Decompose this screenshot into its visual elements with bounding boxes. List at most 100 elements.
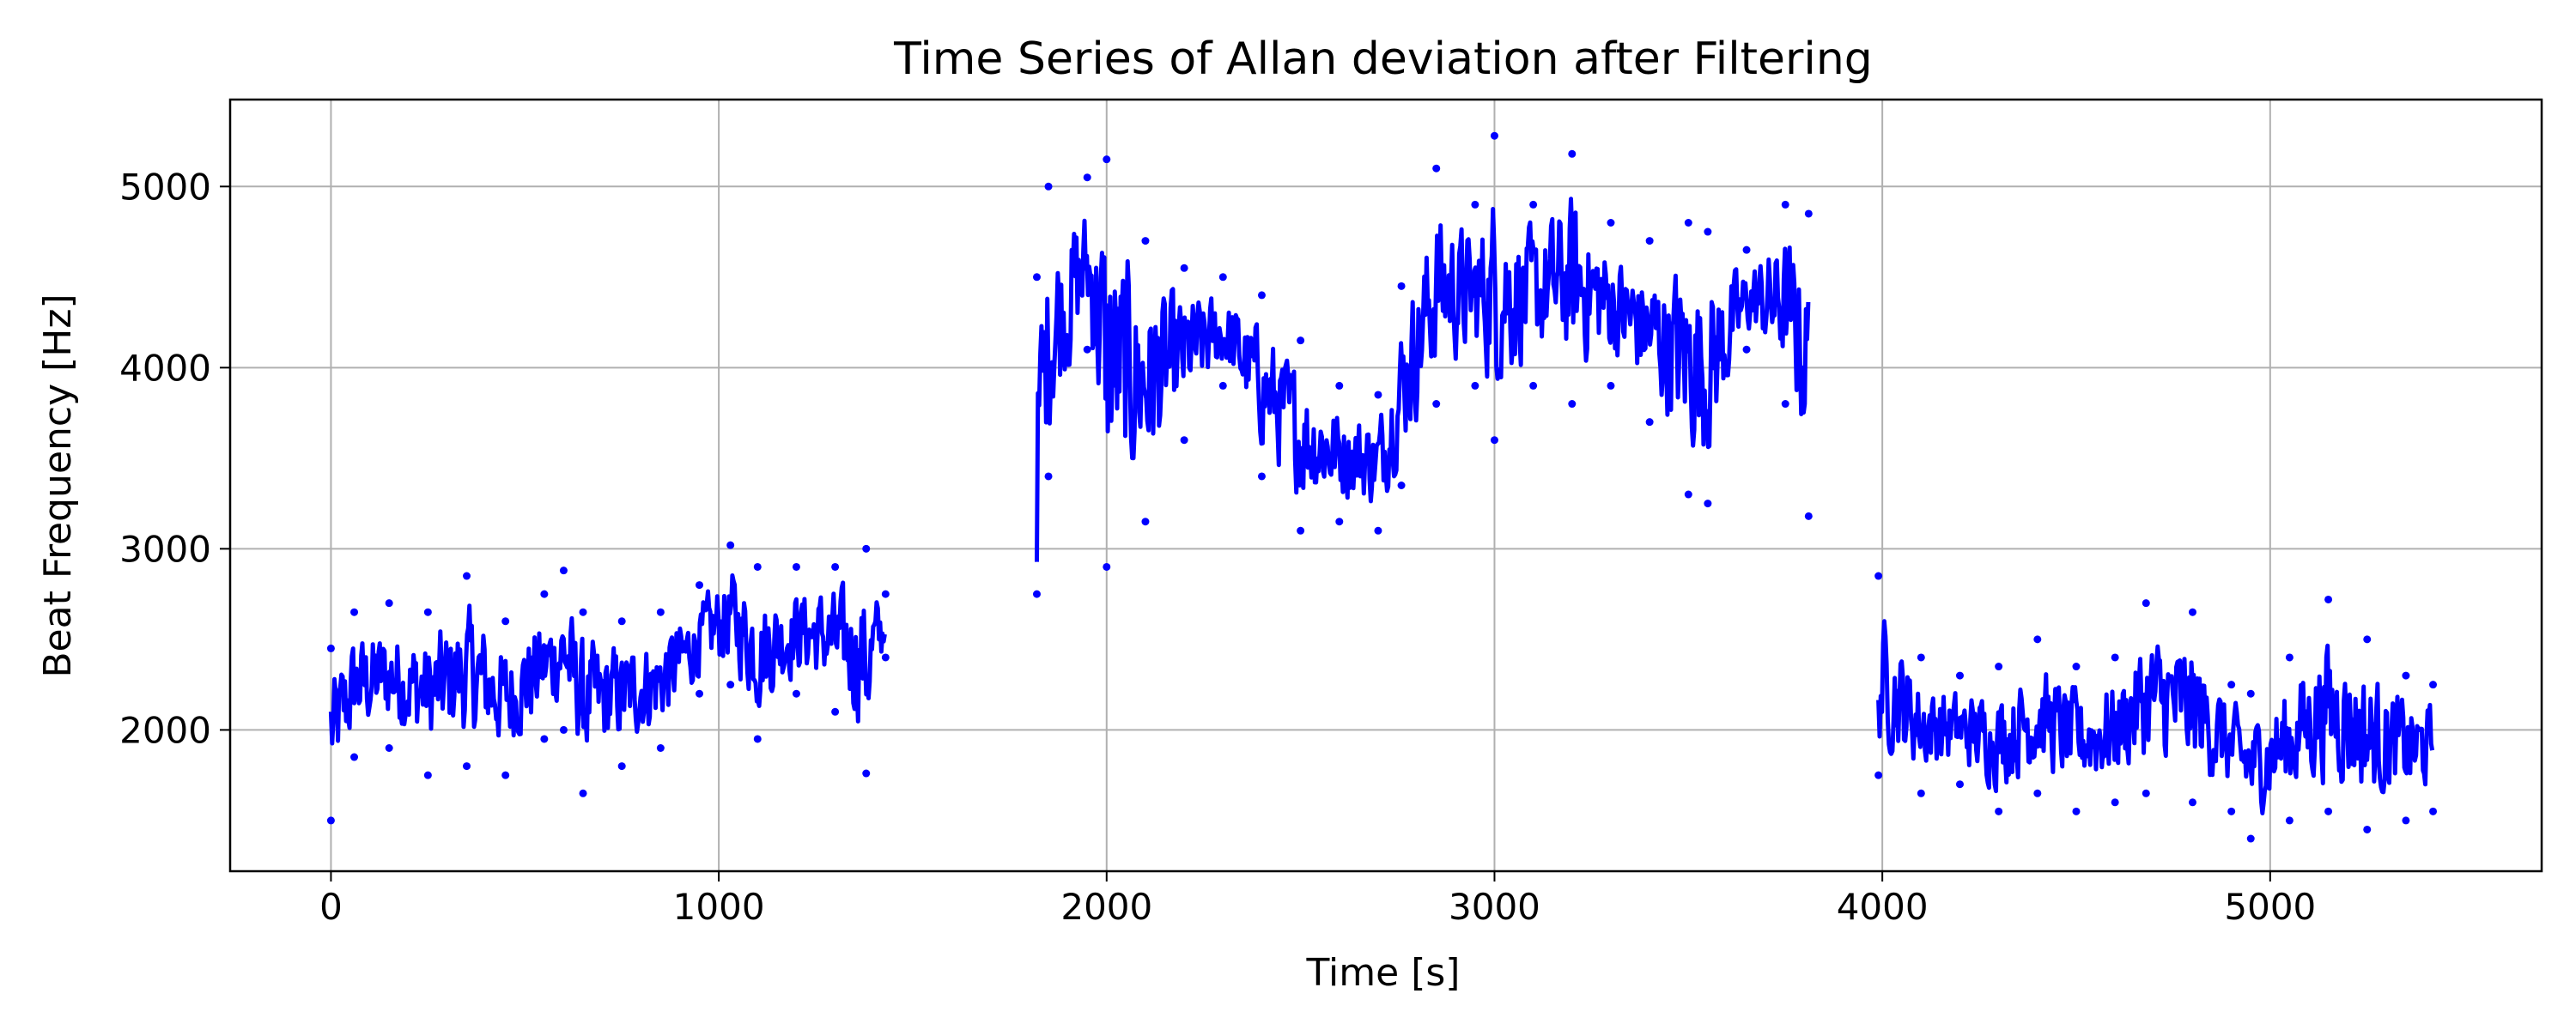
data-point	[463, 572, 471, 580]
data-point	[1804, 512, 1813, 520]
data-point	[385, 743, 393, 752]
data-point	[1568, 400, 1577, 409]
data-point	[1180, 264, 1188, 272]
y-axis-label: Beat Frequency [Hz]	[36, 294, 80, 677]
data-point	[559, 725, 568, 734]
data-point	[1032, 590, 1041, 598]
x-tick-label: 2000	[1060, 886, 1152, 928]
data-point	[1397, 282, 1406, 290]
data-point	[1103, 155, 1111, 164]
data-point	[1874, 771, 1883, 779]
y-tick-label: 4000	[119, 347, 211, 389]
y-tick-label: 5000	[119, 166, 211, 208]
data-point	[656, 743, 665, 752]
data-point	[831, 562, 840, 571]
data-point	[1742, 345, 1751, 354]
data-point	[1471, 200, 1479, 209]
data-point	[1607, 381, 1615, 390]
data-point	[1180, 436, 1188, 445]
tick-layer: 0 1000 2000 3000 4000 5000 2000 3000 4000 5000	[119, 166, 2316, 928]
data-point	[831, 707, 840, 716]
data-point	[1645, 418, 1654, 427]
data-point	[1645, 237, 1654, 245]
data-point	[696, 689, 704, 698]
data-point	[1684, 219, 1692, 227]
data-point	[2142, 789, 2150, 797]
data-point	[423, 771, 432, 779]
data-point	[1103, 562, 1111, 571]
data-point	[1781, 400, 1789, 409]
data-point	[617, 762, 626, 771]
data-point	[1257, 472, 1266, 481]
data-point	[2285, 816, 2293, 825]
data-point	[862, 544, 871, 553]
data-point	[350, 753, 359, 761]
x-axis-label: Time [s]	[1306, 951, 1461, 995]
grid-layer	[230, 100, 2542, 871]
data-point	[2402, 671, 2410, 680]
data-point	[1432, 400, 1441, 409]
x-tick-label: 0	[319, 886, 343, 928]
data-point	[2188, 608, 2196, 616]
data-point	[1044, 472, 1053, 481]
data-point	[540, 735, 549, 743]
data-point	[881, 590, 890, 598]
data-point	[463, 762, 471, 771]
data-point	[350, 608, 359, 616]
data-point	[385, 599, 393, 608]
x-tick-label: 4000	[1837, 886, 1929, 928]
data-point	[1917, 789, 1925, 797]
data-point	[1141, 237, 1150, 245]
y-tick-label: 2000	[119, 709, 211, 751]
chart-title: Time Series of Allan deviation after Fil…	[893, 33, 1873, 85]
data-point	[1044, 182, 1053, 191]
y-tick-label: 3000	[119, 528, 211, 570]
data-point	[726, 541, 735, 549]
data-point	[2072, 807, 2081, 815]
data-point	[1742, 245, 1751, 254]
data-point	[1335, 381, 1344, 390]
data-point	[1874, 572, 1883, 580]
plot-frame	[228, 98, 2543, 873]
data-point	[1995, 807, 2003, 815]
data-point	[1374, 391, 1382, 399]
data-point	[1607, 219, 1615, 227]
data-segment	[1874, 572, 2438, 843]
data-point	[2402, 816, 2410, 825]
data-point	[1218, 381, 1227, 390]
data-point	[1432, 164, 1441, 173]
data-point	[1032, 273, 1041, 282]
data-point	[1083, 345, 1091, 354]
data-point	[726, 681, 735, 689]
data-point	[1955, 671, 1964, 680]
data-point	[1704, 500, 1712, 508]
data-point	[501, 771, 510, 779]
data-point	[2188, 798, 2196, 807]
data-point	[2363, 825, 2372, 833]
data-point	[1529, 381, 1538, 390]
data-point	[753, 562, 762, 571]
data-point	[617, 617, 626, 626]
data-point	[2227, 807, 2236, 815]
data-point	[2246, 689, 2255, 698]
data-point	[1781, 200, 1789, 209]
data-point	[1083, 173, 1091, 182]
data-point	[326, 644, 335, 652]
data-point	[2429, 807, 2438, 815]
data-trace	[328, 573, 887, 746]
data-point	[423, 608, 432, 616]
data-point	[1257, 291, 1266, 300]
data-layer	[326, 131, 2438, 843]
data-point	[792, 562, 800, 571]
data-point	[881, 653, 890, 662]
data-point	[326, 816, 335, 825]
data-point	[1955, 780, 1964, 789]
data-point	[1804, 209, 1813, 218]
data-point	[1529, 200, 1538, 209]
data-point	[2429, 681, 2438, 689]
data-point	[1297, 526, 1305, 535]
x-tick-label: 3000	[1449, 886, 1540, 928]
